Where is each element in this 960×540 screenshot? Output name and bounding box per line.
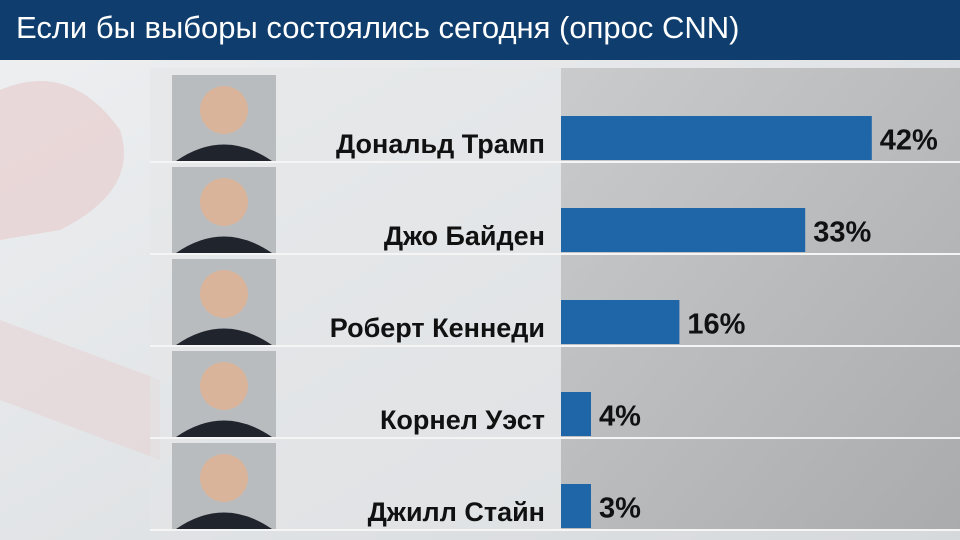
value-label: 42% [880, 125, 938, 157]
candidate-name: Дональд Трамп [336, 129, 545, 159]
photo-body [176, 420, 272, 437]
bar [561, 300, 680, 344]
photo-head [200, 454, 248, 502]
candidate-name: Джо Байден [384, 221, 545, 251]
bar [561, 208, 806, 252]
value-label: 33% [813, 217, 871, 249]
chart-title: Если бы выборы состоялись сегодня (опрос… [16, 10, 739, 45]
bar [561, 484, 591, 528]
title-bar [0, 0, 960, 60]
value-label: 16% [687, 309, 745, 341]
value-label: 3% [599, 493, 641, 525]
photo-head [200, 270, 248, 318]
photo-head [200, 178, 248, 226]
photo-head [200, 86, 248, 134]
decor [0, 320, 160, 460]
photo-body [176, 328, 272, 345]
photo-head [200, 362, 248, 410]
bar [561, 116, 872, 160]
value-label: 4% [599, 401, 641, 433]
photo-body [176, 144, 272, 161]
photo-body [176, 512, 272, 529]
photo-body [176, 236, 272, 253]
decor [0, 81, 124, 240]
candidate-name: Роберт Кеннеди [330, 313, 545, 343]
candidate-name: Джилл Стайн [368, 497, 545, 527]
candidate-name: Корнел Уэст [380, 405, 545, 435]
bar [561, 392, 591, 436]
